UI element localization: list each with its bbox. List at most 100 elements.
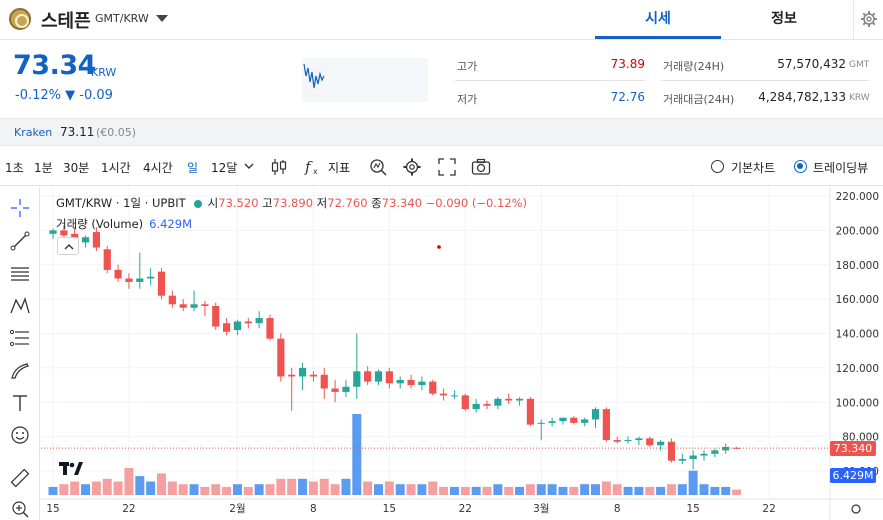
candle-body <box>483 403 491 406</box>
function-icon[interactable]: f x <box>303 157 323 177</box>
candle-body <box>559 417 567 422</box>
legend-collapse-button[interactable] <box>57 237 79 255</box>
trendline-icon[interactable] <box>9 230 31 252</box>
candle-body <box>92 232 100 248</box>
volume-bar <box>178 484 188 495</box>
volume-bar <box>157 473 166 495</box>
volume-bar <box>70 481 80 495</box>
volume-bar <box>515 486 525 495</box>
price-unit: KRW <box>91 66 117 79</box>
volume-bar <box>417 484 427 495</box>
legend-volume-label: 거래량 (Volume) <box>56 217 144 231</box>
interval-1h[interactable]: 1시간 <box>101 161 131 175</box>
volume-bar <box>200 486 210 495</box>
svg-text:f: f <box>304 158 313 176</box>
candle-body <box>657 441 665 446</box>
candle-body <box>646 438 654 446</box>
horizontal-lines-icon[interactable] <box>9 263 31 285</box>
volume-bar <box>656 486 666 495</box>
candle-body <box>266 318 274 339</box>
chevron-down-icon[interactable] <box>242 159 256 173</box>
candle-body <box>667 441 676 461</box>
crosshair-icon[interactable] <box>9 197 31 219</box>
candle-body <box>591 409 600 420</box>
x-tick-label: 15 <box>686 503 699 515</box>
candle-body <box>429 381 437 394</box>
legend-open-label: 시 <box>207 196 219 210</box>
alert-icon[interactable] <box>368 157 388 177</box>
settings-button[interactable] <box>853 0 883 39</box>
tab-info[interactable]: 정보 <box>771 11 797 27</box>
legend-low-value: 72.760 <box>327 196 368 210</box>
exchange-name[interactable]: Kraken <box>14 126 53 139</box>
emoji-icon[interactable] <box>9 424 31 446</box>
volume-bar <box>732 489 742 495</box>
fib-icon[interactable] <box>9 327 31 349</box>
volume-bar <box>102 478 112 495</box>
ruler-icon[interactable] <box>9 467 31 489</box>
pattern-icon[interactable] <box>9 295 31 317</box>
price-change: -0.12% ▼ -0.09 <box>15 88 113 103</box>
candle-body <box>396 379 404 384</box>
axis-settings-icon[interactable] <box>851 504 861 514</box>
candle-body <box>548 421 556 423</box>
gear-icon[interactable] <box>402 157 422 177</box>
text-tool-icon[interactable] <box>9 392 31 414</box>
brush-icon[interactable] <box>9 360 31 382</box>
basic-chart-label[interactable]: 기본차트 <box>731 161 776 175</box>
candle-body <box>678 458 686 461</box>
chevron-down-icon[interactable] <box>156 15 168 22</box>
candle-body <box>440 393 448 396</box>
volume-bar <box>428 481 438 495</box>
volume-bar <box>211 484 221 495</box>
interval-1s[interactable]: 1초 <box>5 161 24 175</box>
interval-4h[interactable]: 4시간 <box>143 161 173 175</box>
tab-quote[interactable]: 시세 <box>595 0 721 39</box>
volume-bar <box>330 484 340 495</box>
low-label: 저가 <box>457 93 478 106</box>
volume-bar <box>525 484 535 495</box>
interval-30m[interactable]: 30분 <box>63 161 90 175</box>
candle-body <box>255 318 263 324</box>
candle-body <box>624 440 632 442</box>
candle-body <box>635 438 643 441</box>
volume-bar <box>666 484 676 495</box>
top-bar: 스테픈 GMT/KRW 시세 정보 <box>0 0 883 40</box>
candle-body <box>288 374 296 377</box>
interval-1d[interactable]: 일 <box>187 161 199 175</box>
volume-bar <box>48 486 58 495</box>
x-tick-label: 15 <box>383 503 396 515</box>
x-tick-label: 22 <box>762 503 775 515</box>
fullscreen-icon[interactable] <box>437 157 457 177</box>
volume-bar <box>395 484 405 495</box>
tradingview-logo-icon[interactable] <box>58 457 84 479</box>
candle-body <box>722 446 730 451</box>
volume-value: 57,570,432 <box>777 57 846 71</box>
candle-body <box>114 269 122 279</box>
last-price-tag: 73.340 <box>830 441 876 457</box>
y-tick-label: 180.000 <box>836 260 879 272</box>
candle-body <box>179 304 187 308</box>
candle-body <box>364 371 372 382</box>
volume-bar <box>254 484 264 495</box>
zoom-in-icon[interactable] <box>9 498 31 520</box>
camera-icon[interactable] <box>471 157 491 177</box>
volume-bar <box>135 476 145 495</box>
volume-unit: GMT <box>849 60 870 70</box>
volume-bar <box>449 486 459 495</box>
volume-bar <box>91 481 101 495</box>
turnover-label: 거래대금(24H) <box>663 93 735 106</box>
candle-body <box>125 278 133 282</box>
interval-1m[interactable]: 1분 <box>34 161 53 175</box>
tradingview-radio[interactable] <box>794 160 807 173</box>
candle-body <box>505 398 513 401</box>
indicators-button[interactable]: 지표 <box>328 161 351 175</box>
volume-bar <box>308 481 318 495</box>
coin-pair[interactable]: GMT/KRW <box>95 12 149 25</box>
tradingview-label[interactable]: 트레이딩뷰 <box>813 161 869 175</box>
basic-chart-radio[interactable] <box>711 160 724 173</box>
price-chart[interactable]: 220.000 200.000 180.000 160.000 140.000 120.0… <box>41 187 883 520</box>
exchange-change: (€0.05) <box>96 126 137 139</box>
interval-12mo[interactable]: 12달 <box>211 161 238 175</box>
candlestick-icon[interactable] <box>269 157 289 177</box>
